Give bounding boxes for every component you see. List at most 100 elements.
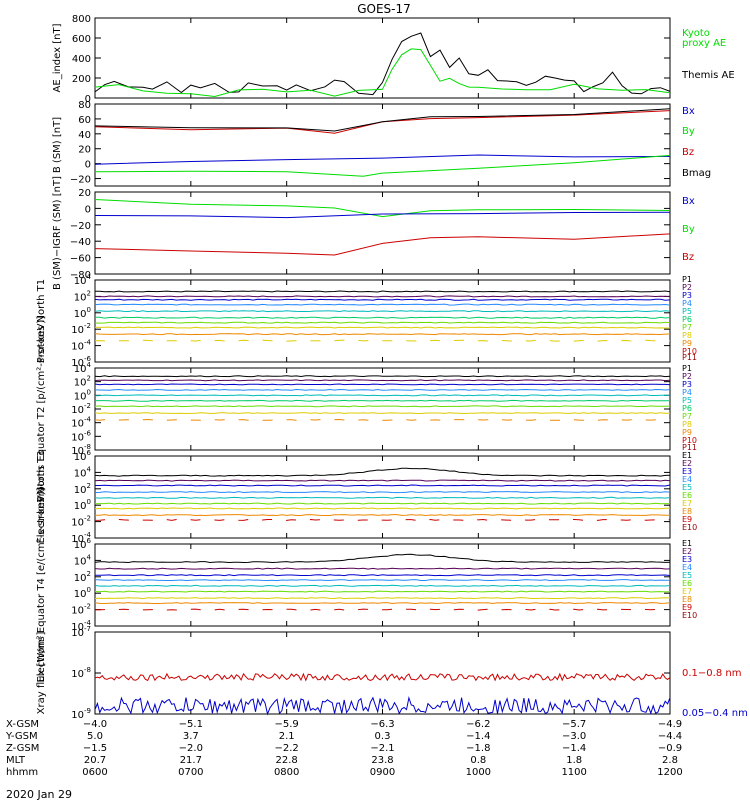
legend-entry: P1 — [682, 364, 692, 373]
legend-entry: P8 — [682, 420, 692, 429]
legend-entry: P8 — [682, 331, 692, 340]
panel-3: −80 −60 −40 −20 0 20 B (SM)−IGRF (SM) [nT] Bx By… — [52, 176, 695, 290]
series-line — [94, 608, 671, 611]
y-tick-label: 10-2 — [71, 515, 91, 529]
legend-entry: E9 — [682, 603, 692, 612]
bottom-axis-table: X-GSM −4.0 −5.1 −5.9 −6.3 −6.2 −5.7 −4.9 Y-GSM 5.… — [5, 719, 683, 778]
legend-entry: E6 — [682, 491, 692, 500]
y-axis-label: B (SM) [nT] — [52, 117, 63, 173]
y-tick-label: 104 — [74, 465, 92, 479]
y-tick-exp: -9 — [84, 707, 91, 715]
row-value: −0.9 — [658, 743, 682, 754]
legend-entry: Kyoto — [682, 28, 710, 39]
legend-entry: E2 — [682, 547, 692, 556]
date-label: 2020 Jan 29 — [6, 788, 72, 800]
y-tick-exp: 4 — [87, 361, 92, 369]
legend-entry: E4 — [682, 563, 692, 572]
series-line — [94, 695, 671, 716]
series-line — [94, 339, 671, 342]
y-tick-label: 600 — [72, 34, 91, 45]
y-tick-label: 102 — [74, 375, 91, 389]
series-line — [94, 298, 671, 301]
legend-entry: E1 — [682, 451, 692, 460]
legend-entry: Bx — [682, 106, 695, 117]
row-value: 1000 — [466, 767, 491, 778]
series-line — [94, 479, 671, 482]
series-line — [94, 154, 671, 177]
row-value: 0600 — [82, 767, 107, 778]
panel-2: −20 0 20 40 60 80 B (SM) [nT] Bx By Bz Bmag — [52, 100, 711, 187]
legend-entry: P3 — [682, 380, 692, 389]
y-tick-exp: 6 — [87, 449, 92, 457]
series-line — [94, 584, 671, 587]
series-line — [94, 574, 671, 577]
y-tick-label: 10-4 — [71, 339, 91, 353]
y-tick-exp: 0 — [87, 388, 91, 396]
y-axis-label: Electrons Equator T4 [e/(cm²-s-sr-keV)] — [36, 487, 47, 682]
legend-entry: P5 — [682, 307, 692, 316]
series-line — [94, 383, 671, 386]
legend-entry: E10 — [682, 611, 697, 620]
y-tick-label: 0 — [85, 160, 91, 171]
series-line — [94, 405, 671, 408]
panel-frame — [94, 103, 671, 187]
y-tick-exp: -4 — [84, 531, 92, 539]
row-value: 0800 — [274, 767, 299, 778]
legend-entry: P9 — [682, 339, 692, 348]
y-tick-exp: -2 — [84, 322, 91, 330]
legend-entry: 0.05−0.4 nm — [682, 708, 748, 719]
row-value: −5.9 — [275, 719, 299, 730]
y-tick-exp: -4 — [84, 339, 92, 347]
series-line — [94, 211, 671, 219]
legend-entry: E4 — [682, 475, 692, 484]
legend-entry: E8 — [682, 507, 692, 516]
chart-title: GOES-17 — [357, 2, 411, 16]
y-tick-label: −20 — [70, 175, 91, 186]
legend-entry: P3 — [682, 291, 692, 300]
legend-entry: E7 — [682, 499, 692, 508]
series-line — [94, 467, 671, 477]
row-value: −5.7 — [562, 719, 586, 730]
legend-entry: P6 — [682, 315, 692, 324]
y-tick-exp: 4 — [87, 273, 92, 281]
y-axis-label: Xray flux [W/m²] — [36, 632, 47, 715]
legend-entry: E5 — [682, 483, 692, 492]
y-tick-exp: 0 — [87, 586, 91, 594]
legend-entry: E7 — [682, 587, 692, 596]
legend-entry: E8 — [682, 595, 692, 604]
y-tick-label: −60 — [70, 254, 91, 265]
y-tick-label: 102 — [74, 570, 91, 584]
series-line — [94, 32, 671, 96]
row-value: 0.3 — [375, 731, 391, 742]
y-tick-exp: -6 — [84, 429, 92, 437]
legend-entry: P11 — [682, 353, 697, 362]
series-line — [94, 518, 671, 521]
y-tick-exp: 6 — [87, 537, 92, 545]
row-value: 2.8 — [662, 755, 678, 766]
y-tick-exp: 0 — [87, 498, 91, 506]
y-tick-label: 104 — [74, 361, 92, 375]
series-line — [94, 316, 671, 319]
legend-entry: P11 — [682, 443, 697, 452]
row-value: −4.4 — [658, 731, 682, 742]
legend-entry: P5 — [682, 396, 692, 405]
row-value: −2.0 — [179, 743, 203, 754]
y-tick-exp: -2 — [84, 515, 91, 523]
legend-entry: P10 — [682, 347, 697, 356]
series-line — [94, 321, 671, 324]
row-value: 1100 — [561, 767, 586, 778]
y-tick-exp: -4 — [84, 416, 92, 424]
legend-entry: Bmag — [682, 168, 711, 179]
legend-entry: E5 — [682, 571, 692, 580]
y-tick-exp: -8 — [84, 666, 91, 674]
legend-entry: P4 — [682, 299, 692, 308]
legend-entry: E9 — [682, 515, 692, 524]
series-line — [94, 567, 671, 570]
row-value: −2.2 — [275, 743, 299, 754]
y-tick-label: 0 — [85, 204, 91, 215]
y-axis-label: Electrons North T3 — [36, 450, 47, 543]
row-label: Y-GSM — [5, 731, 38, 742]
